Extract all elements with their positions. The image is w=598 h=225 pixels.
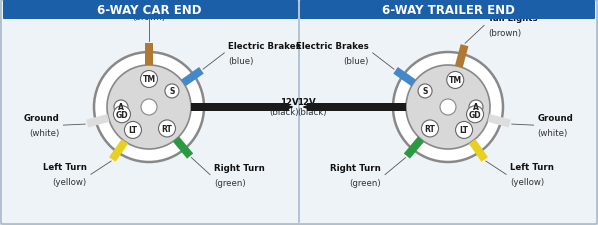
Circle shape (107, 66, 191, 149)
Bar (307, 104, 406, 112)
Text: (blue): (blue) (343, 57, 368, 65)
Circle shape (469, 101, 483, 115)
Text: A: A (118, 103, 124, 112)
Text: Tail Lights: Tail Lights (488, 14, 538, 23)
Text: 6-WAY TRAILER END: 6-WAY TRAILER END (382, 4, 514, 17)
Text: 6-WAY CAR END: 6-WAY CAR END (97, 4, 202, 17)
Text: Left Turn: Left Turn (510, 163, 554, 172)
Polygon shape (455, 45, 468, 68)
Text: S: S (422, 87, 428, 96)
Text: (brown): (brown) (488, 29, 521, 38)
Text: (black): (black) (297, 108, 327, 117)
Text: Ground: Ground (538, 114, 573, 123)
Polygon shape (86, 115, 109, 128)
Text: Electric Brakes: Electric Brakes (296, 42, 368, 51)
Circle shape (418, 85, 432, 99)
Circle shape (422, 120, 438, 137)
Text: LT: LT (129, 126, 138, 135)
Circle shape (165, 85, 179, 99)
Text: Right Turn: Right Turn (330, 163, 381, 172)
Text: GD: GD (115, 110, 128, 119)
Text: TM: TM (142, 75, 155, 84)
Polygon shape (145, 44, 153, 66)
Circle shape (406, 66, 490, 149)
Circle shape (114, 106, 130, 123)
FancyBboxPatch shape (300, 1, 595, 20)
Text: 12V: 12V (297, 98, 316, 107)
Text: S: S (169, 87, 175, 96)
Text: (white): (white) (538, 128, 568, 137)
Bar (191, 104, 289, 112)
Text: GD: GD (469, 110, 481, 119)
Polygon shape (393, 68, 416, 87)
Text: (yellow): (yellow) (510, 178, 544, 187)
Text: (green): (green) (214, 178, 246, 187)
Text: RT: RT (425, 124, 435, 133)
Text: (brown): (brown) (132, 13, 166, 22)
Circle shape (158, 120, 175, 137)
Polygon shape (469, 140, 488, 162)
Text: Ground: Ground (24, 114, 59, 123)
Circle shape (456, 122, 472, 139)
Polygon shape (109, 140, 128, 162)
Text: RT: RT (161, 124, 172, 133)
Text: A: A (473, 103, 479, 112)
Text: (green): (green) (349, 178, 381, 187)
Polygon shape (181, 68, 204, 87)
Text: LT: LT (459, 126, 469, 135)
Polygon shape (404, 137, 424, 159)
Text: Tail Lights: Tail Lights (124, 0, 174, 7)
Polygon shape (487, 115, 511, 128)
Text: (black): (black) (270, 108, 299, 117)
Circle shape (114, 101, 128, 115)
Text: TM: TM (448, 76, 462, 85)
Circle shape (466, 106, 484, 123)
Circle shape (447, 72, 463, 89)
Circle shape (440, 99, 456, 115)
Text: Right Turn: Right Turn (214, 163, 265, 172)
Circle shape (94, 53, 204, 162)
Text: (white): (white) (29, 128, 59, 137)
Circle shape (141, 71, 157, 88)
Polygon shape (173, 137, 193, 159)
Circle shape (141, 99, 157, 115)
Text: Electric Brakes: Electric Brakes (228, 42, 301, 51)
Text: 12V: 12V (280, 98, 299, 107)
Text: (yellow): (yellow) (53, 178, 87, 187)
FancyBboxPatch shape (3, 1, 298, 20)
Text: Left Turn: Left Turn (43, 163, 87, 172)
Circle shape (124, 122, 142, 139)
Circle shape (393, 53, 503, 162)
Text: (blue): (blue) (228, 57, 254, 65)
